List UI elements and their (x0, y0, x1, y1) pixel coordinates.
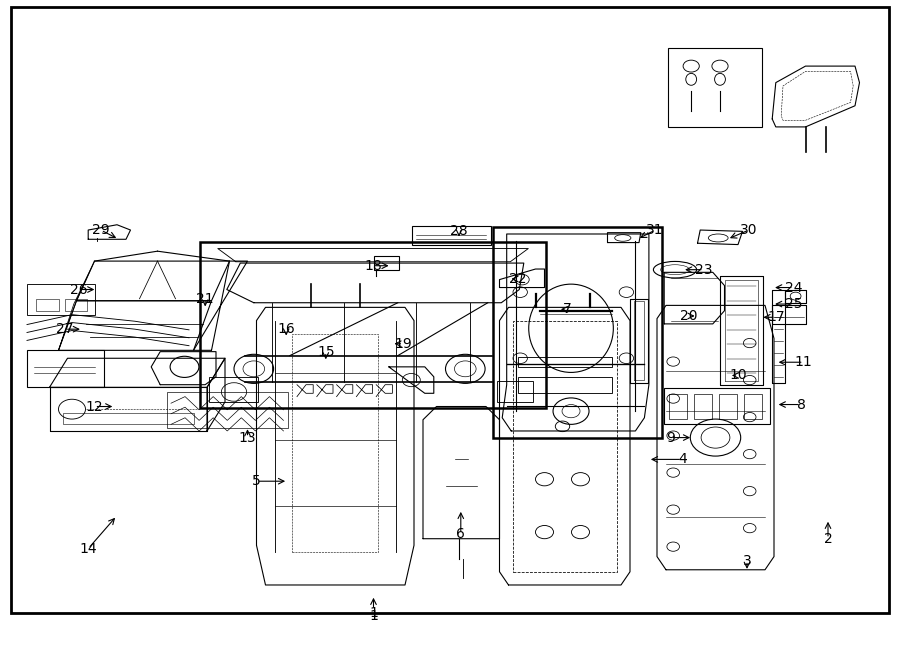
Bar (518, 357, 612, 367)
Text: 31: 31 (646, 223, 664, 237)
Bar (518, 377, 612, 393)
Text: 26: 26 (70, 282, 88, 297)
Bar (493, 227, 662, 438)
Text: 6: 6 (456, 527, 465, 541)
Text: 23: 23 (695, 262, 713, 277)
Bar (694, 394, 712, 419)
Bar (166, 392, 288, 428)
Text: 8: 8 (796, 397, 806, 412)
Bar (744, 394, 762, 419)
Text: 21: 21 (196, 292, 214, 306)
Text: 15: 15 (317, 344, 335, 359)
Bar (669, 394, 687, 419)
Text: 19: 19 (394, 336, 412, 351)
Bar (374, 256, 399, 270)
Text: 22: 22 (508, 272, 526, 286)
Bar (209, 377, 258, 402)
Text: 25: 25 (785, 297, 803, 311)
Bar (200, 242, 546, 408)
Text: 20: 20 (680, 309, 698, 323)
Bar (27, 350, 104, 387)
Text: 16: 16 (277, 322, 295, 336)
Bar (36, 299, 58, 311)
Text: 1: 1 (369, 609, 378, 623)
Bar (497, 381, 533, 402)
Text: 4: 4 (678, 452, 687, 467)
Text: 28: 28 (450, 224, 468, 239)
Bar (65, 299, 87, 311)
Text: 29: 29 (92, 223, 110, 237)
Bar (668, 48, 762, 127)
Bar (412, 226, 491, 245)
Text: 24: 24 (785, 280, 803, 295)
Text: 11: 11 (795, 355, 813, 369)
Bar (63, 412, 194, 424)
Bar (664, 388, 770, 424)
Bar (719, 394, 737, 419)
Text: 5: 5 (252, 474, 261, 488)
Text: 9: 9 (666, 430, 675, 445)
Text: 18: 18 (364, 258, 382, 273)
Text: 10: 10 (729, 368, 747, 383)
Text: 30: 30 (740, 223, 758, 237)
Text: 3: 3 (742, 553, 752, 568)
Text: 1: 1 (369, 606, 378, 621)
Text: 7: 7 (562, 302, 572, 317)
Text: 2: 2 (824, 531, 832, 546)
Text: 13: 13 (238, 430, 256, 445)
Text: 14: 14 (79, 541, 97, 556)
Text: 17: 17 (767, 310, 785, 325)
Bar (27, 284, 94, 315)
Text: 12: 12 (86, 399, 104, 414)
Text: 27: 27 (56, 322, 74, 336)
